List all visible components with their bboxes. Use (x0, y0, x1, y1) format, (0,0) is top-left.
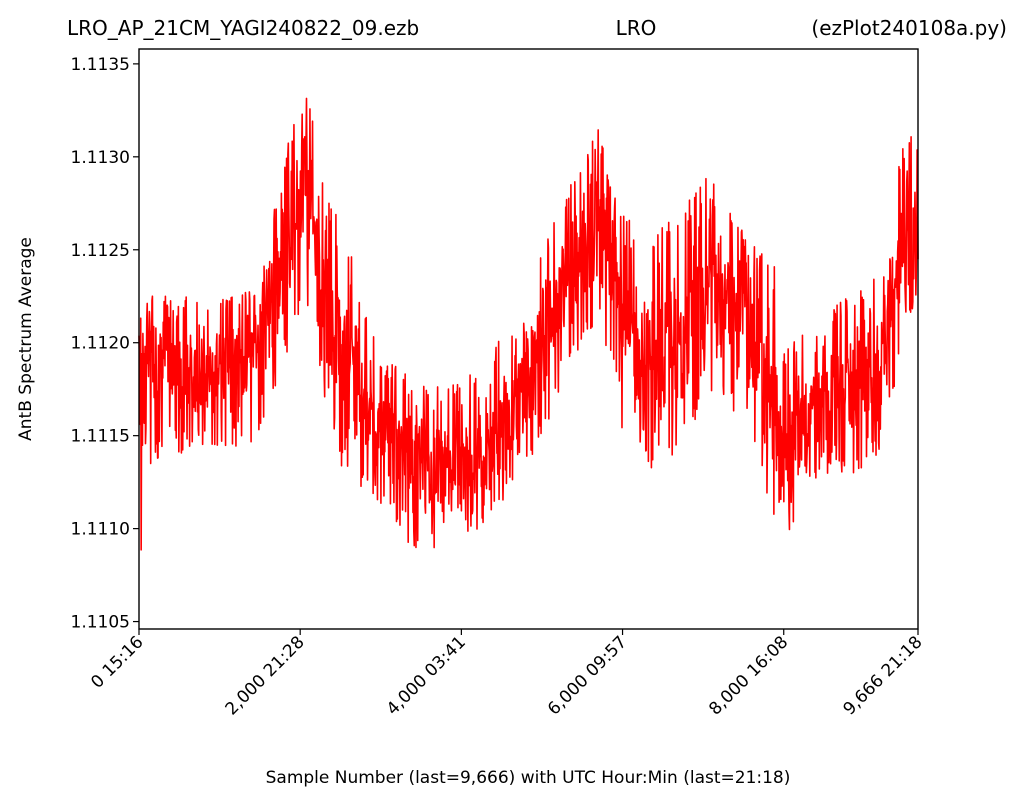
y-axis: 1.1105 1.1110 1.1115 1.1120 1.1125 1.1130 1.11… (71, 55, 139, 633)
chart-title-left: LRO_AP_21CM_YAGI240822_09.ezb (67, 16, 419, 40)
chart-title-center: LRO (616, 16, 657, 40)
y-tick-label: 1.1105 (71, 613, 130, 633)
y-tick-label: 1.1130 (71, 148, 130, 168)
plot-area (138, 48, 919, 630)
y-axis-label: AntB Spectrum Average (16, 237, 36, 441)
series-line (138, 97, 919, 551)
x-axis-label: Sample Number (last=9,666) with UTC Hour… (266, 768, 791, 788)
y-tick-label: 1.1110 (71, 520, 130, 540)
y-tick-label: 1.1120 (71, 334, 130, 354)
y-tick-label: 1.1115 (71, 427, 130, 447)
plot-frame (138, 48, 919, 630)
chart-title-right: (ezPlot240108a.py) (811, 16, 1007, 40)
series-layer (138, 97, 919, 551)
y-tick-label: 1.1135 (71, 55, 130, 75)
y-tick-label: 1.1125 (71, 241, 130, 261)
